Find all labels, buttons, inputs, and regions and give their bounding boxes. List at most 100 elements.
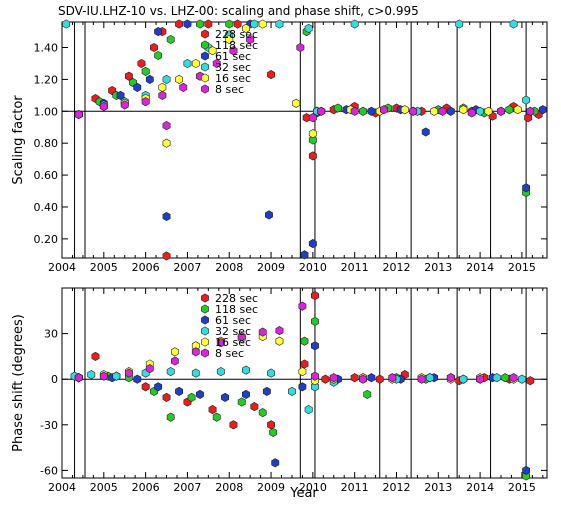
- data-point: [242, 365, 250, 375]
- data-point: [99, 101, 108, 112]
- data-point: [125, 71, 133, 81]
- legend-label: 228 sec: [215, 292, 258, 305]
- data-point: [308, 113, 317, 123]
- data-point: [308, 239, 317, 249]
- data-point: [522, 465, 531, 475]
- data-point: [267, 368, 276, 378]
- y-tick-label: -60: [40, 464, 58, 477]
- data-point: [216, 338, 225, 348]
- data-point: [208, 405, 217, 415]
- data-point: [513, 105, 522, 115]
- scaling-points: [62, 19, 547, 261]
- legend-marker: [201, 51, 209, 61]
- legend-label: 8 sec: [215, 347, 244, 360]
- data-point: [409, 106, 418, 116]
- x-tick-label: 2012: [382, 481, 410, 494]
- x-tick-label: 2006: [132, 261, 160, 274]
- data-point: [137, 58, 146, 69]
- data-point: [246, 34, 255, 45]
- data-point: [492, 373, 501, 383]
- data-point: [275, 326, 284, 336]
- data-point: [375, 374, 384, 384]
- x-tick-label: 2008: [215, 261, 243, 274]
- legend-label: 16 sec: [215, 336, 251, 349]
- data-point: [421, 127, 430, 137]
- data-point: [467, 108, 476, 118]
- data-point: [154, 50, 163, 61]
- scaling-plot-frame: [61, 21, 548, 259]
- x-tick-label: 2014: [466, 261, 494, 274]
- data-point: [141, 97, 150, 107]
- data-point: [379, 105, 388, 115]
- data-point: [191, 58, 200, 69]
- x-tick-label: 2012: [382, 261, 410, 274]
- x-tick-label: 2009: [257, 481, 285, 494]
- data-point: [237, 332, 246, 342]
- x-tick-label: 2011: [341, 261, 369, 274]
- data-point: [310, 341, 319, 351]
- data-point: [162, 74, 171, 84]
- data-point: [425, 373, 434, 383]
- phase-ticks: 2004 2005 2006 2007 2008 2009 2010 2011 2012 2013…: [40, 288, 547, 494]
- legend-label: 61 sec: [215, 314, 251, 327]
- data-point: [262, 386, 271, 396]
- data-point: [275, 19, 284, 29]
- data-point: [154, 382, 163, 392]
- data-point: [158, 90, 167, 100]
- legend-marker: [201, 84, 209, 94]
- data-point: [497, 106, 505, 116]
- data-point: [162, 251, 171, 261]
- data-point: [446, 373, 455, 383]
- data-point: [258, 327, 267, 337]
- data-point: [517, 374, 526, 384]
- data-point: [141, 382, 150, 392]
- data-point: [308, 151, 317, 161]
- data-point: [120, 100, 129, 110]
- data-point: [154, 27, 163, 37]
- data-point: [183, 58, 192, 69]
- data-point: [242, 23, 250, 33]
- data-point: [74, 109, 83, 120]
- data-point: [509, 19, 518, 29]
- phase-points: [70, 291, 535, 481]
- data-point: [367, 373, 376, 383]
- legend-marker: [201, 315, 209, 325]
- legend-label: 118 sec: [215, 303, 258, 316]
- data-point: [287, 386, 296, 396]
- legend-marker: [201, 304, 209, 314]
- x-tick-label: 2004: [48, 481, 76, 494]
- data-point: [359, 106, 368, 116]
- chart-title: SDV-IU.LHZ-10 vs. LHZ-00: scaling and ph…: [58, 4, 419, 18]
- data-point: [264, 210, 273, 220]
- data-point: [526, 106, 535, 116]
- data-point: [526, 376, 535, 386]
- data-point: [166, 367, 175, 377]
- legend-marker: [201, 293, 209, 303]
- legend-label: 32 sec: [215, 325, 251, 338]
- y-tick-label: 1.20: [34, 73, 59, 86]
- data-point: [99, 371, 108, 381]
- data-point: [196, 389, 204, 399]
- data-point: [400, 105, 409, 115]
- x-tick-label: 2008: [215, 481, 243, 494]
- data-point: [204, 19, 213, 29]
- legend-marker: [201, 73, 209, 83]
- data-point: [158, 82, 167, 92]
- x-tick-label: 2007: [173, 481, 201, 494]
- data-point: [308, 129, 317, 139]
- data-point: [484, 106, 493, 116]
- data-point: [221, 392, 229, 402]
- data-point: [179, 82, 188, 92]
- data-point: [446, 106, 455, 116]
- data-point: [505, 105, 514, 115]
- data-point: [74, 373, 83, 383]
- data-point: [229, 46, 238, 56]
- data-point: [112, 371, 121, 381]
- data-point: [242, 389, 250, 399]
- data-point: [150, 42, 158, 53]
- x-tick-label: 2006: [132, 481, 160, 494]
- y-tick-label: 30: [44, 328, 58, 341]
- legend-label: 8 sec: [215, 83, 244, 96]
- phase-plot-frame: [61, 287, 548, 479]
